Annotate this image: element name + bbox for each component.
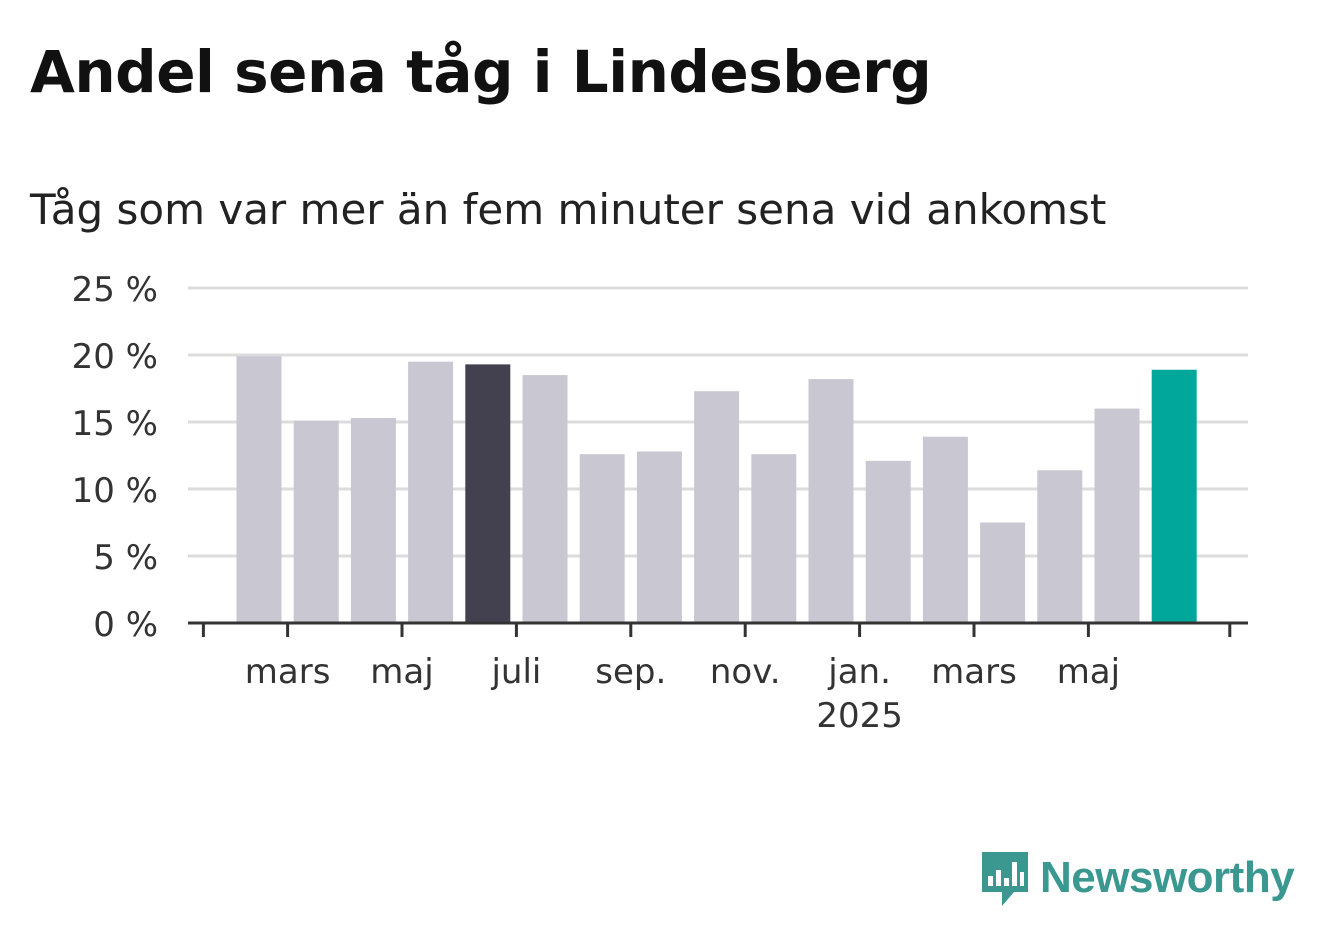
bar [751, 454, 797, 623]
x-tick-label: mars [245, 652, 331, 692]
bar [236, 356, 282, 623]
bar [350, 417, 396, 623]
bar [865, 460, 911, 623]
y-tick-label: 20 % [72, 337, 158, 377]
x-tick-label: maj [370, 652, 433, 692]
chart-subtitle: Tåg som var mer än fem minuter sena vid … [30, 185, 1107, 234]
x-tick-year-label: 2025 [816, 696, 903, 736]
bar [1151, 369, 1197, 623]
y-tick-label: 25 % [72, 270, 158, 310]
x-tick-label: maj [1057, 652, 1120, 692]
x-tick-label: nov. [710, 652, 781, 692]
bar [1094, 408, 1140, 623]
bar [694, 391, 740, 623]
x-axis [188, 621, 1248, 637]
bar [980, 522, 1026, 623]
bar [922, 436, 968, 623]
newsworthy-logo: Newsworthy [980, 848, 1295, 908]
y-axis-labels: 0 % 5 % 10 % 15 % 20 % 25 % [72, 270, 158, 645]
bar [808, 379, 854, 623]
bar [579, 454, 625, 623]
x-tick-label: juli [490, 652, 541, 692]
bar [293, 420, 339, 623]
bars [236, 356, 1197, 623]
x-tick-label: sep. [595, 652, 666, 692]
x-tick-label: jan. [827, 652, 891, 692]
y-tick-label: 5 % [93, 538, 158, 578]
bar [465, 364, 511, 623]
bar [522, 375, 568, 623]
x-tick-label: mars [931, 652, 1017, 692]
y-tick-label: 10 % [72, 471, 158, 511]
y-tick-label: 0 % [93, 605, 158, 645]
bar [1037, 470, 1083, 623]
brand-name: Newsworthy [1040, 853, 1295, 902]
newsworthy-logo-icon [982, 852, 1028, 906]
chart-title: Andel sena tåg i Lindesberg [30, 38, 932, 106]
bar [408, 361, 454, 623]
bar [636, 451, 682, 623]
y-tick-label: 15 % [72, 404, 158, 444]
